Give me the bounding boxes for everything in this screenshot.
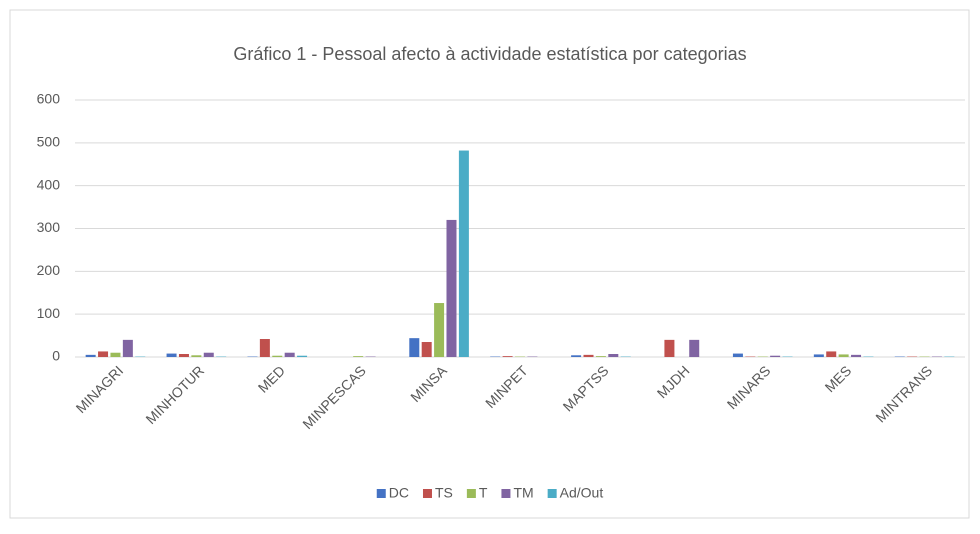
legend-swatch xyxy=(377,489,386,498)
bar xyxy=(260,339,270,357)
bar xyxy=(191,355,201,357)
legend-label: DC xyxy=(389,485,409,501)
bar xyxy=(86,355,96,357)
bar xyxy=(596,356,606,357)
bar xyxy=(409,338,419,357)
chart-title: Gráfico 1 - Pessoal afecto à actividade … xyxy=(233,44,746,64)
y-tick-label: 500 xyxy=(37,134,61,150)
legend-label: TM xyxy=(513,485,533,501)
y-tick-label: 200 xyxy=(37,262,61,278)
legend-swatch xyxy=(467,489,476,498)
bar xyxy=(422,342,432,357)
legend-label: Ad/Out xyxy=(560,485,604,501)
legend-swatch xyxy=(501,489,510,498)
bar xyxy=(503,356,513,357)
bar xyxy=(167,354,177,357)
y-tick-label: 0 xyxy=(52,348,60,364)
bar xyxy=(204,353,214,357)
bar xyxy=(459,151,469,357)
bar xyxy=(664,340,674,357)
bar xyxy=(584,355,594,357)
y-tick-label: 600 xyxy=(37,91,61,107)
bar xyxy=(272,356,282,357)
bar xyxy=(179,354,189,357)
bar xyxy=(571,355,581,357)
bar xyxy=(814,354,824,357)
bar xyxy=(770,356,780,357)
bar xyxy=(733,354,743,357)
legend-swatch xyxy=(548,489,557,498)
bar xyxy=(110,353,120,357)
legend-label: TS xyxy=(435,485,453,501)
bar xyxy=(851,355,861,357)
bar xyxy=(285,353,295,357)
bar xyxy=(353,356,363,357)
bar xyxy=(297,356,307,357)
y-tick-label: 300 xyxy=(37,219,61,235)
legend-swatch xyxy=(423,489,432,498)
bar xyxy=(434,303,444,357)
bar xyxy=(826,351,836,357)
legend-label: T xyxy=(479,485,488,501)
y-tick-label: 100 xyxy=(37,305,61,321)
bar xyxy=(608,354,618,357)
chart-border xyxy=(10,10,969,518)
y-tick-label: 400 xyxy=(37,176,61,192)
bar xyxy=(446,220,456,357)
bar xyxy=(689,340,699,357)
bar xyxy=(123,340,133,357)
bar xyxy=(839,354,849,357)
bar xyxy=(98,351,108,357)
